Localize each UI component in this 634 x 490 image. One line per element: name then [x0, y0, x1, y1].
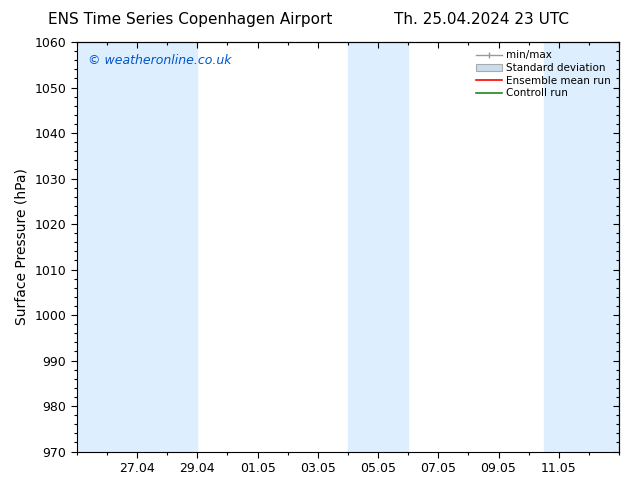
Y-axis label: Surface Pressure (hPa): Surface Pressure (hPa) — [15, 169, 29, 325]
Bar — [348, 42, 408, 452]
Legend: min/max, Standard deviation, Ensemble mean run, Controll run: min/max, Standard deviation, Ensemble me… — [472, 47, 614, 101]
Text: Th. 25.04.2024 23 UTC: Th. 25.04.2024 23 UTC — [394, 12, 569, 27]
Bar — [544, 42, 619, 452]
Text: ENS Time Series Copenhagen Airport: ENS Time Series Copenhagen Airport — [48, 12, 332, 27]
Bar — [77, 42, 197, 452]
Text: © weatheronline.co.uk: © weatheronline.co.uk — [87, 54, 231, 67]
